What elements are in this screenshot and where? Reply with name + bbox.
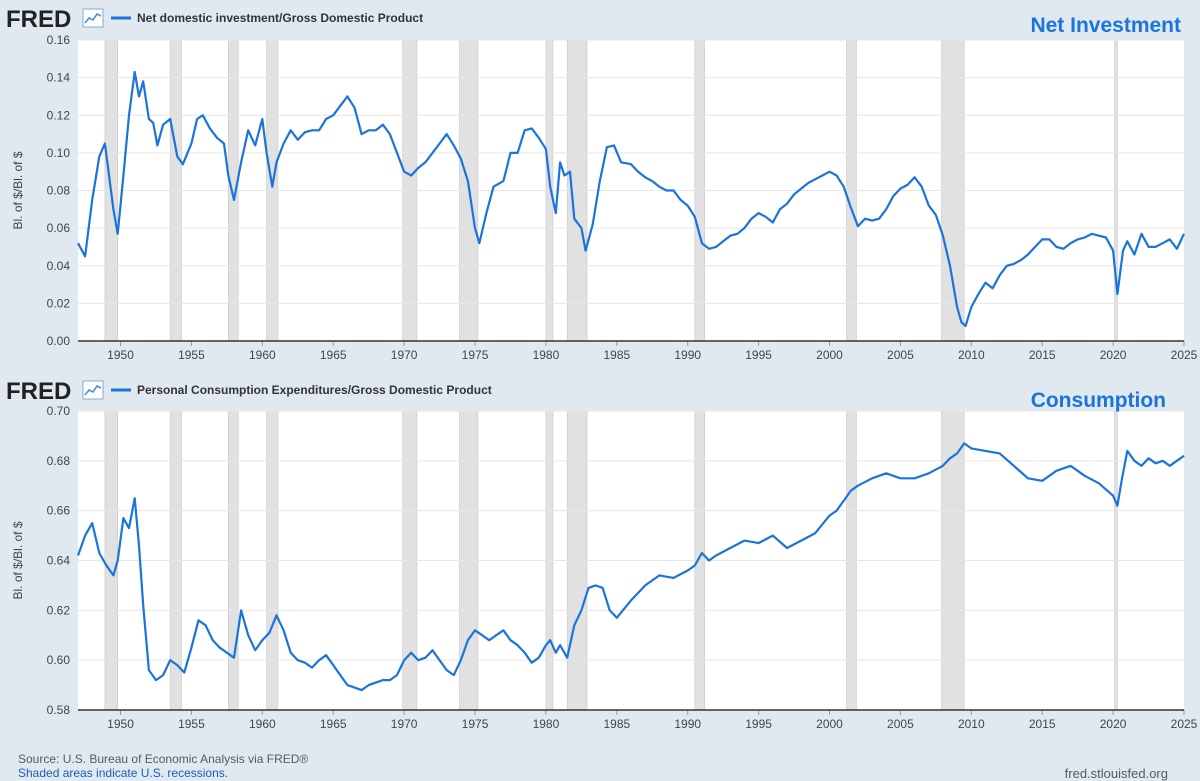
consumption-series-line	[76, 442, 1185, 692]
investment-ytick-label: 0.14	[47, 71, 71, 85]
investment-xtick-label: 2025	[1171, 348, 1198, 362]
investment-xtick-label: 2010	[958, 348, 985, 362]
consumption-ytick-label: 0.58	[47, 703, 71, 717]
fred-logo: FRED	[6, 6, 71, 33]
investment-xtick-label: 1955	[178, 348, 205, 362]
investment-ytick-label: 0.10	[47, 146, 71, 160]
consumption-xtick-label: 1965	[320, 717, 347, 731]
recessions-note-link[interactable]: Shaded areas indicate U.S. recessions.	[18, 766, 229, 780]
consumption-xtick-label: 1980	[533, 717, 560, 731]
investment-xtick-label: 2015	[1029, 348, 1056, 362]
investment-xtick-label: 2020	[1100, 348, 1127, 362]
line-chart-icon-stroke	[84, 384, 102, 396]
investment-ytick-label: 0.02	[47, 296, 71, 310]
investment-series-line	[77, 70, 1185, 327]
investment-xtick-label: 1990	[674, 348, 701, 362]
investment-xtick-label: 1960	[249, 348, 276, 362]
investment-xtick-label: 1950	[107, 348, 134, 362]
investment-ytick-label: 0.12	[47, 108, 71, 122]
consumption-xtick-label: 1990	[674, 717, 701, 731]
consumption-xtick-label: 1950	[107, 717, 134, 731]
consumption-xtick-label: 1985	[603, 717, 630, 731]
consumption-ytick-label: 0.62	[47, 603, 71, 617]
source-note: Source: U.S. Bureau of Economic Analysis…	[18, 752, 309, 766]
investment-legend-label: Net domestic investment/Gross Domestic P…	[137, 11, 423, 25]
consumption-xtick-label: 2000	[816, 717, 843, 731]
consumption-legend-label: Personal Consumption Expenditures/Gross …	[137, 383, 492, 397]
site-url: fred.stlouisfed.org	[1064, 766, 1168, 781]
consumption-xtick-label: 1960	[249, 717, 276, 731]
investment-xtick-label: 2005	[887, 348, 914, 362]
consumption-xtick-label: 1955	[178, 717, 205, 731]
consumption-xtick-label: 2025	[1171, 717, 1198, 731]
consumption-xtick-label: 1970	[391, 717, 418, 731]
investment-xtick-label: 1980	[533, 348, 560, 362]
investment-ytick-label: 0.04	[47, 259, 71, 273]
investment-y-axis-label: Bl. of $/Bl. of $	[11, 151, 25, 229]
consumption-ytick-label: 0.68	[47, 454, 71, 468]
line-chart-icon-frame	[82, 8, 104, 28]
consumption-annotation: Consumption	[1031, 389, 1166, 412]
consumption-y-axis-label: Bl. of $/Bl. of $	[11, 521, 25, 599]
charts-svg: FRED Net domestic investment/Gross Domest…	[6, 6, 1198, 731]
investment-xtick-label: 1985	[603, 348, 630, 362]
line-chart-icon	[82, 8, 104, 28]
consumption-xtick-label: 1995	[745, 717, 772, 731]
consumption-ytick-label: 0.66	[47, 504, 71, 518]
investment-ytick-label: 0.08	[47, 184, 71, 198]
consumption-xtick-label: 2010	[958, 717, 985, 731]
investment-xtick-label: 1965	[320, 348, 347, 362]
consumption-chart: FRED Personal Consumption Expenditures/Gr…	[6, 378, 1198, 731]
consumption-xtick-label: 2005	[887, 717, 914, 731]
investment-ytick-label: 0.16	[47, 33, 71, 47]
consumption-xtick-label: 2020	[1100, 717, 1127, 731]
investment-annotation: Net Investment	[1030, 14, 1181, 37]
consumption-ytick-label: 0.64	[47, 554, 71, 568]
investment-xtick-label: 1975	[462, 348, 489, 362]
consumption-xtick-label: 1975	[462, 717, 489, 731]
consumption-xtick-label: 2015	[1029, 717, 1056, 731]
consumption-ytick-label: 0.70	[47, 404, 71, 418]
investment-xtick-label: 1970	[391, 348, 418, 362]
fred-logo: FRED	[6, 378, 71, 405]
line-chart-icon	[82, 380, 104, 400]
line-chart-icon-frame	[82, 380, 104, 400]
investment-ytick-label: 0.00	[47, 334, 71, 348]
line-chart-icon-stroke	[84, 12, 102, 24]
investment-chart: FRED Net domestic investment/Gross Domest…	[6, 6, 1198, 362]
investment-xtick-label: 2000	[816, 348, 843, 362]
consumption-ytick-label: 0.60	[47, 653, 71, 667]
investment-xtick-label: 1995	[745, 348, 772, 362]
investment-ytick-label: 0.06	[47, 221, 71, 235]
